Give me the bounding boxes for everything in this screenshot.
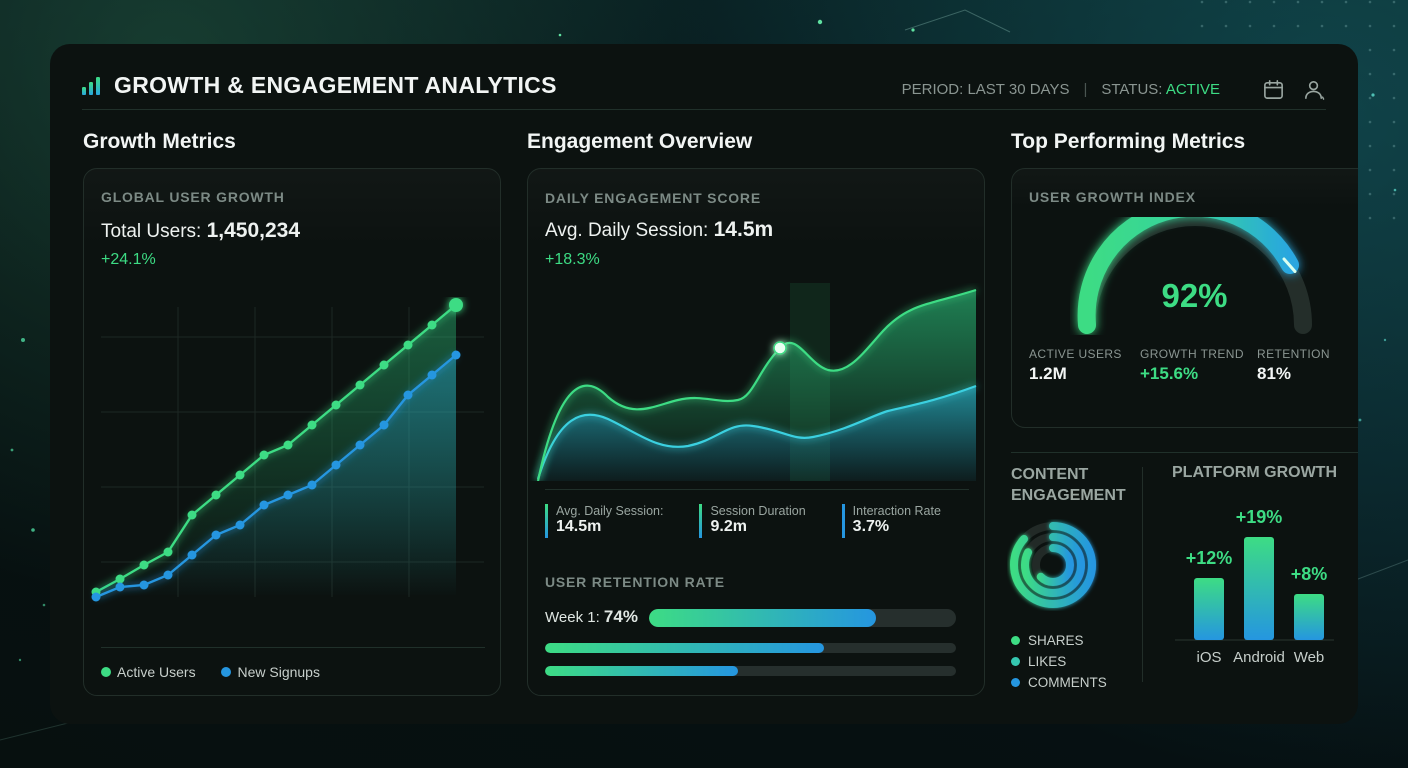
svg-text:iOS: iOS [1196,649,1221,666]
svg-text:+8%: +8% [1291,564,1328,584]
svg-text:+19%: +19% [1236,507,1283,527]
svg-text:Android: Android [1233,649,1285,666]
svg-text:+12%: +12% [1186,548,1233,568]
svg-text:Web: Web [1294,649,1325,666]
